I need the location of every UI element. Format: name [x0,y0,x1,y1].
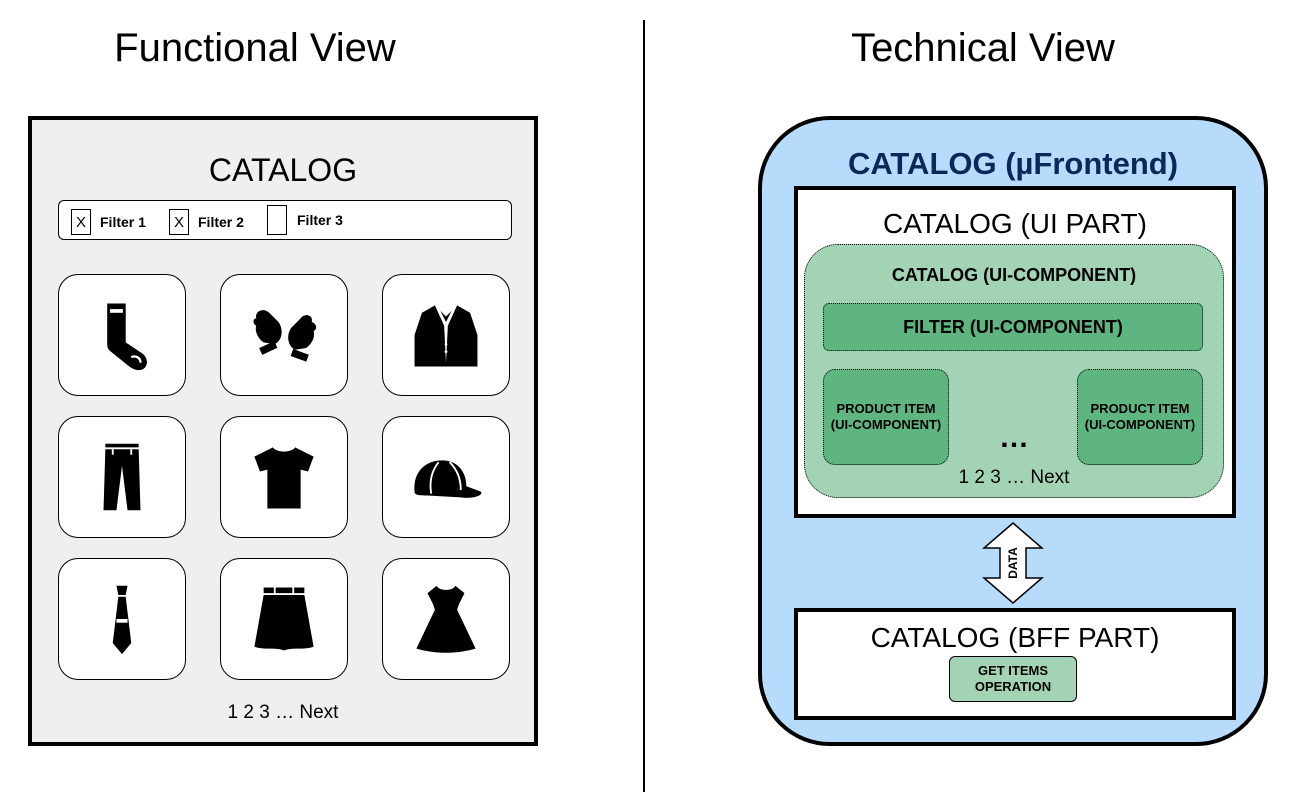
product-tile-jacket[interactable] [382,274,510,396]
product-tile-skirt[interactable] [220,558,348,680]
filter-2-label: Filter 2 [198,214,244,230]
data-flow-arrow: DATA [982,522,1044,604]
sock-icon [107,303,147,371]
product-item-label: PRODUCT ITEM [1090,401,1190,416]
microfrontend-title: CATALOG (µFrontend) [847,146,1179,181]
tie-icon [112,585,132,655]
filter-1-label: Filter 1 [100,214,146,230]
ui-part-box: CATALOG (UI PART) CATALOG (UI-COMPONENT)… [794,186,1236,518]
product-tile-tie[interactable] [58,558,186,680]
filter-3-label: Filter 3 [297,212,343,228]
catalog-pagination[interactable]: 1 2 3 … Next [227,702,339,723]
functional-view-heading: Functional View [114,26,396,70]
cap-icon [414,460,482,498]
filter-bar: X Filter 1 X Filter 2 Filter 3 [58,200,512,240]
technical-view-heading: Technical View [851,26,1115,70]
ui-component-pagination: 1 2 3 … Next [958,467,1070,488]
filter-3[interactable]: Filter 3 [267,205,343,235]
ellipsis: … [999,421,1031,454]
filter-1[interactable]: X Filter 1 [71,209,146,235]
bff-part-box: CATALOG (BFF PART) GET ITEMS OPERATION [794,608,1236,720]
filter-2-checkbox[interactable]: X [169,209,189,235]
product-tile-dress[interactable] [382,558,510,680]
filter-ui-component-label: FILTER (UI-COMPONENT) [903,316,1123,337]
product-tile-mittens[interactable] [220,274,348,396]
product-item-sublabel: (UI-COMPONENT) [1084,417,1196,432]
product-tile-tshirt[interactable] [220,416,348,538]
microfrontend-container: CATALOG (µFrontend) CATALOG (UI PART) CA… [758,116,1268,746]
bff-part-title: CATALOG (BFF PART) [870,622,1160,653]
filter-ui-component: FILTER (UI-COMPONENT) [823,303,1203,351]
get-items-operation: GET ITEMS OPERATION [949,656,1077,702]
operation-label: GET ITEMS [977,663,1049,678]
view-divider [643,20,645,792]
operation-sublabel: OPERATION [974,679,1052,694]
filter-1-checkbox[interactable]: X [71,209,91,235]
product-item-component-left: PRODUCT ITEM (UI-COMPONENT) [823,369,949,465]
filter-2[interactable]: X Filter 2 [169,209,244,235]
skirt-icon [254,587,314,651]
data-label: DATA [1006,547,1020,579]
tshirt-icon [254,447,314,509]
product-item-component-right: PRODUCT ITEM (UI-COMPONENT) [1077,369,1203,465]
dress-icon [416,585,476,653]
catalog-ui-component: CATALOG (UI-COMPONENT) FILTER (UI-COMPON… [804,244,1224,498]
mittens-icon [253,310,317,362]
ui-part-title: CATALOG (UI PART) [883,208,1147,239]
catalog-ui-component-title: CATALOG (UI-COMPONENT) [891,265,1137,285]
product-item-label: PRODUCT ITEM [836,401,936,416]
product-tile-pants[interactable] [58,416,186,538]
product-tile-sock[interactable] [58,274,186,396]
catalog-title: CATALOG [208,152,358,188]
catalog-page-mockup: CATALOG X Filter 1 X Filter 2 Filter 3 [28,116,538,746]
jacket-icon [414,305,478,367]
filter-3-checkbox[interactable] [267,205,287,235]
product-item-sublabel: (UI-COMPONENT) [830,417,942,432]
pants-icon [103,443,141,511]
product-tile-cap[interactable] [382,416,510,538]
